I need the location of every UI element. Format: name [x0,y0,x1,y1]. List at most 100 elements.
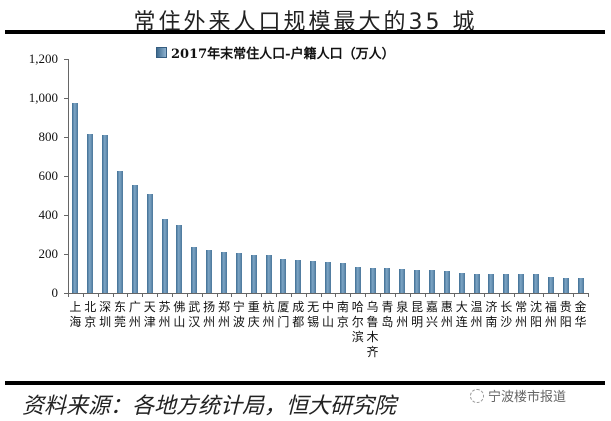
bar-扬州 [206,250,213,293]
x-tick-label: 长沙 [500,300,513,329]
top-divider [5,30,605,34]
bar-金华 [577,277,584,293]
x-tick-mark [469,293,471,297]
x-tick-label: 乌鲁木齐 [366,300,379,359]
x-tick-mark [142,293,144,297]
x-tick-label: 无锡 [307,300,320,329]
chart-legend: 2017年末常住人口-户籍人口（万人） [156,43,395,62]
x-tick-label: 青岛 [381,300,394,329]
bottom-divider [5,381,605,385]
x-tick-label: 嘉兴 [425,300,438,329]
bar-惠州 [443,271,450,293]
x-tick-label: 杭州 [262,300,275,329]
x-tick-label: 广州 [128,300,141,329]
x-tick-label: 深圳 [99,300,112,329]
x-tick-mark [127,293,129,297]
bar-上海 [72,102,79,293]
x-tick-mark [439,293,441,297]
bar-郑州 [221,252,227,293]
x-tick-mark [320,293,322,297]
x-tick-mark [484,293,485,297]
x-tick-label: 武汉 [188,300,201,329]
y-axis [68,59,69,293]
x-tick-mark [216,293,218,297]
y-tick-label: 1,000 [28,90,58,105]
bar-重庆 [250,254,257,293]
bar-北京 [87,134,94,293]
bar-常州 [518,273,525,293]
y-tick-mark [64,215,68,216]
x-tick-mark [558,293,560,297]
x-tick-mark [380,293,381,297]
x-tick-mark [335,293,337,297]
x-tick-mark [186,293,188,297]
x-tick-mark [112,293,114,297]
y-tick-mark [64,59,68,60]
x-tick-label: 哈尔滨 [351,300,364,344]
y-tick-mark [64,98,68,99]
x-tick-label: 北京 [84,300,97,329]
x-tick-label: 惠州 [440,300,453,329]
watermark-text: 宁波楼市报道 [488,390,567,405]
x-tick-mark [82,293,84,297]
x-tick-mark [201,293,203,297]
bar-深圳 [102,135,109,293]
x-tick-mark [454,293,456,297]
x-tick-label: 常州 [515,300,528,329]
x-tick-mark [290,293,292,297]
x-tick-label: 沈阳 [529,300,542,329]
bar-广州 [131,184,138,293]
x-tick-label: 扬州 [203,300,216,329]
x-tick-label: 厦门 [277,300,290,329]
y-tick-mark [64,137,68,138]
y-tick-label: 600 [38,168,59,183]
x-tick-mark [528,293,530,297]
x-tick-mark [498,293,500,297]
bar-宁波 [235,253,242,293]
x-tick-mark [394,293,396,297]
bar-成都 [295,259,302,293]
bar-青岛 [384,268,391,293]
x-tick-label: 昆明 [411,300,424,329]
x-tick-mark [365,293,367,297]
x-tick-label: 宁波 [232,300,245,329]
x-tick-label: 南京 [336,300,349,329]
bar-杭州 [265,254,272,293]
bar-苏州 [161,219,168,293]
x-tick-label: 泉州 [396,300,409,329]
bar-济南 [488,273,495,293]
y-tick-label: 800 [38,129,59,144]
x-tick-label: 重庆 [247,300,260,329]
x-tick-label: 温州 [470,300,483,329]
bar-沈阳 [533,274,539,293]
bar-东莞 [117,171,123,293]
legend-swatch-icon [156,47,167,58]
x-tick-mark [68,293,69,297]
x-tick-mark [305,293,307,297]
bar-厦门 [280,258,287,293]
x-tick-mark [246,293,248,297]
source-note: 资料来源：各地方统计局，恒大研究院 [22,394,397,419]
x-tick-mark [97,293,99,297]
x-tick-mark [172,293,173,297]
x-tick-label: 福州 [544,300,557,329]
watermark: 宁波楼市报道 [470,386,566,405]
x-tick-label: 苏州 [158,300,171,329]
bar-哈尔滨 [354,266,361,293]
x-tick-label: 济南 [485,300,498,329]
y-tick-label: 200 [38,246,59,261]
x-tick-mark [573,293,575,297]
bar-南京 [339,262,346,293]
wechat-icon [470,388,484,403]
x-tick-label: 大连 [455,300,468,329]
y-tick-mark [64,293,68,294]
bar-贵阳 [562,277,569,293]
x-tick-label: 金华 [574,300,587,329]
x-tick-mark [409,293,411,297]
x-axis [68,293,588,294]
y-tick-label: 0 [51,285,59,300]
bar-泉州 [399,268,406,293]
x-tick-mark [588,293,589,297]
x-tick-mark [276,293,277,297]
x-tick-label: 佛山 [173,300,186,329]
